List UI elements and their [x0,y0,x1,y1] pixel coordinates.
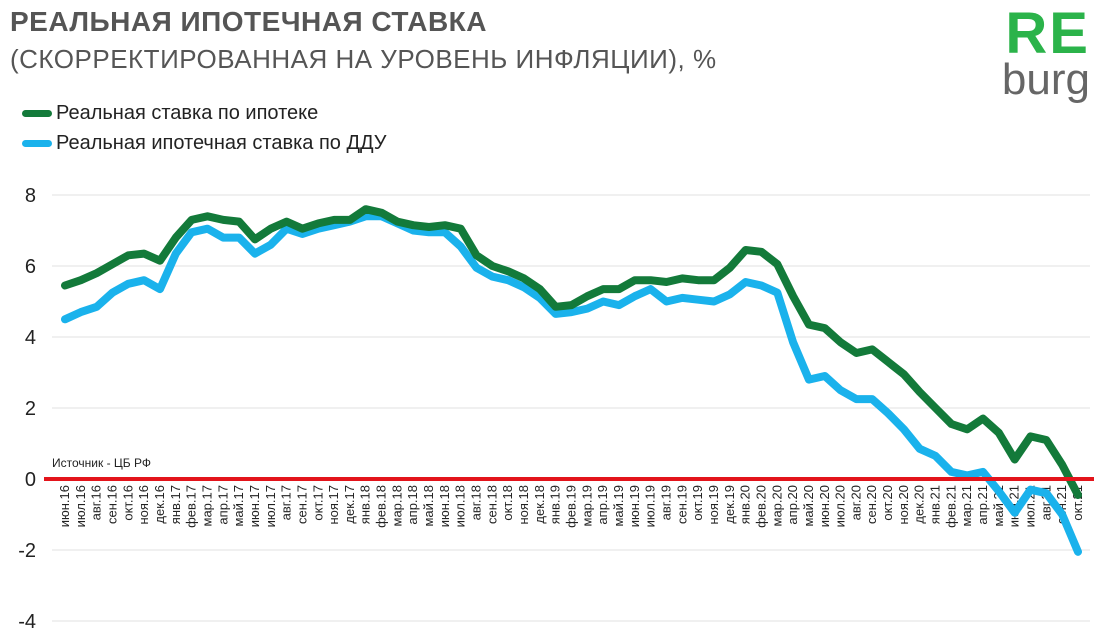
chart-title: РЕАЛЬНАЯ ИПОТЕЧНАЯ СТАВКА [10,6,487,37]
y-tick-label: 6 [25,256,36,278]
x-tick-label: июн.20 [817,485,832,527]
legend-item-ddu: Реальная ипотечная ставка по ДДУ [22,128,387,158]
x-tick-label: мар.19 [579,485,594,526]
x-tick-label: фев.21 [943,485,958,528]
x-tick-label: дек.17 [342,485,357,524]
x-tick-label: ноя.20 [896,485,911,525]
x-tick-label: дек.19 [722,485,737,524]
legend-label-ddu: Реальная ипотечная ставка по ДДУ [56,131,387,154]
y-tick-label: 4 [25,327,36,349]
x-tick-label: апр.17 [215,485,230,525]
series-layer [61,205,1082,556]
x-tick-label: сен.16 [104,485,119,524]
x-tick-label: авг.17 [279,485,294,520]
x-tick-label: май.19 [611,485,626,527]
x-tick-label: авг.18 [469,485,484,520]
logo-text-burg: burg [1001,55,1090,104]
x-tick-label: сен.20 [864,485,879,524]
x-tick-label: июн.19 [627,485,642,527]
x-tick-label: авг.20 [848,485,863,520]
y-tick-label: -2 [18,540,36,562]
legend-swatch-ddu [22,139,52,147]
legend-item-mortgage: Реальная ставка по ипотеке [22,98,387,128]
x-tick-label: авг.16 [89,485,104,520]
x-tick-label: янв.21 [928,485,943,524]
x-tick-label: дек.18 [532,485,547,524]
x-tick-label: окт.18 [500,485,515,521]
x-tick-label: фев.17 [184,485,199,528]
reburg-logo: RE burg [990,0,1090,104]
x-tick-label: янв.19 [548,485,563,524]
x-tick-label: июн.16 [57,485,72,527]
x-tick-label: мар.17 [199,485,214,526]
x-tick-label: июн.17 [247,485,262,527]
legend-label-mortgage: Реальная ставка по ипотеке [56,101,319,124]
x-tick-label: авг.19 [658,485,673,520]
grid-layer [52,194,1090,622]
x-tick-label: май.18 [421,485,436,527]
x-tick-label: май.20 [801,485,816,527]
x-tick-label: фев.20 [753,485,768,528]
x-tick-label: фев.19 [564,485,579,528]
series-line-ddu [61,212,1082,556]
x-tick-label: мар.21 [959,485,974,526]
x-tick-label: ноя.16 [136,485,151,525]
x-tick-label: июл.20 [833,485,848,527]
y-tick-label: 8 [25,185,36,207]
x-tick-label: июл.17 [263,485,278,527]
y-tick-label: -4 [18,611,36,633]
legend: Реальная ставка по ипотеке Реальная ипот… [22,98,387,158]
x-tick-label: июл.19 [643,485,658,527]
x-tick-label: апр.19 [595,485,610,525]
x-tick-label: мар.18 [389,485,404,526]
x-tick-label: апр.20 [785,485,800,525]
x-tick-label: дек.16 [152,485,167,524]
x-tick-label: окт.17 [310,485,325,521]
logo-text-re: RE [1005,1,1090,66]
x-tick-label: ноя.17 [326,485,341,525]
y-tick-label: 0 [25,469,36,491]
x-tick-label: мар.20 [769,485,784,526]
x-tick-label: окт.19 [690,485,705,521]
x-tick-label: окт.20 [880,485,895,521]
x-tick-label: сен.18 [484,485,499,524]
x-tick-label: окт.16 [120,485,135,521]
chart-subtitle: (СКОРРЕКТИРОВАННАЯ НА УРОВЕНЬ ИНФЛЯЦИИ),… [10,44,717,74]
x-tick-label: июн.18 [437,485,452,527]
y-tick-label: 2 [25,398,36,420]
x-tick-label: сен.19 [674,485,689,524]
x-tick-label: июл.16 [73,485,88,527]
x-tick-label: май.17 [231,485,246,527]
x-tick-label: янв.17 [168,485,183,524]
y-axis-ticks: 8 6 4 2 0 -2 -4 [18,185,36,633]
x-tick-label: сен.17 [294,485,309,524]
x-tick-label: янв.20 [738,485,753,524]
x-tick-label: ноя.19 [706,485,721,525]
x-axis-ticks: июн.16 июл.16 авг.16 сен.16 окт.16 ноя.16 дек.… [57,485,1085,528]
source-note: Источник - ЦБ РФ [52,456,151,470]
x-tick-label: фев.18 [374,485,389,528]
x-tick-label: апр.18 [405,485,420,525]
x-tick-label: июл.18 [453,485,468,527]
x-tick-label: янв.18 [358,485,373,524]
x-tick-label: апр.21 [975,485,990,525]
x-tick-label: дек.20 [912,485,927,524]
series-line-mortgage [61,205,1082,499]
legend-swatch-mortgage [22,109,52,117]
x-tick-label: ноя.18 [516,485,531,525]
